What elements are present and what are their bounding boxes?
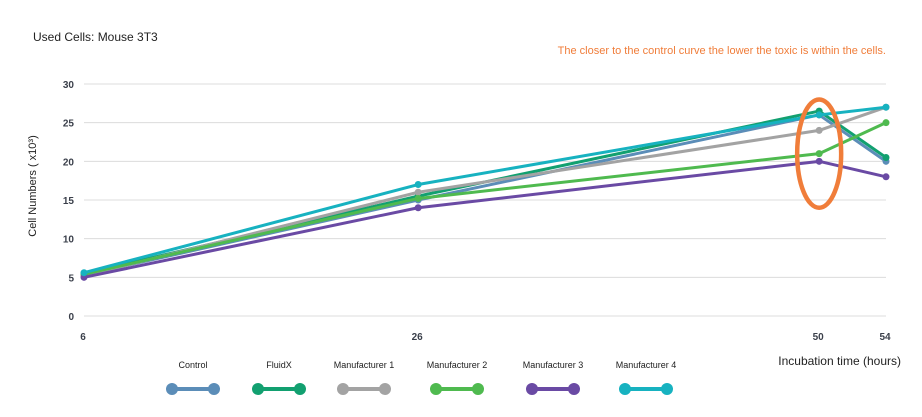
legend-swatch	[430, 382, 484, 396]
data-point-manufacturer-4	[80, 269, 88, 277]
chart-annotation: The closer to the control curve the lowe…	[557, 45, 886, 57]
data-point-fluidx	[882, 153, 890, 161]
legend-label: Control	[178, 360, 208, 370]
legend-label: Manufacturer 4	[615, 360, 677, 370]
legend-swatch	[526, 382, 580, 396]
legend-item-manufacturer-1: Manufacturer 1	[319, 358, 409, 396]
series-line-manufacturer-4	[82, 105, 888, 275]
legend: Control FluidX Manufacturer 1 Manufacturer …	[0, 358, 922, 408]
data-point-manufacturer-4	[815, 111, 823, 119]
legend-swatch	[337, 382, 391, 396]
legend-item-manufacturer-3: Manufacturer 3	[508, 358, 598, 396]
data-point-manufacturer-3	[815, 157, 823, 165]
legend-swatch	[619, 382, 673, 396]
x-tick-label: 26	[412, 332, 424, 343]
legend-swatch	[252, 382, 306, 396]
x-axis-label: Incubation time (hours)	[778, 354, 901, 368]
y-tick-label: 20	[63, 157, 75, 168]
legend-item-control: Control	[148, 358, 238, 396]
chart-subtitle: Used Cells: Mouse 3T3	[33, 30, 158, 44]
y-tick-label: 0	[68, 312, 74, 323]
line-chart: 0 5 10 15 20 25 30 6 26 50 54	[63, 80, 891, 343]
y-tick-label: 25	[63, 119, 75, 130]
legend-item-fluidx: FluidX	[234, 358, 324, 396]
y-tick-label: 15	[63, 196, 75, 207]
series-line-manufacturer-3	[82, 159, 888, 279]
data-point-manufacturer-3	[882, 173, 890, 181]
y-tick-label: 5	[68, 273, 74, 284]
x-tick-label: 54	[879, 332, 891, 343]
data-point-manufacturer-2	[882, 119, 890, 127]
y-tick-label: 30	[63, 80, 75, 91]
highlight-ellipse	[794, 97, 844, 210]
x-tick-label: 50	[813, 332, 825, 343]
data-point-manufacturer-3	[414, 204, 422, 212]
data-point-manufacturer-4	[882, 103, 890, 111]
legend-label: Manufacturer 3	[522, 360, 584, 370]
x-tick-label: 6	[80, 332, 86, 343]
y-tick-label: 10	[63, 235, 75, 246]
data-point-manufacturer-2	[815, 150, 823, 158]
data-point-manufacturer-1	[414, 188, 422, 196]
legend-label: FluidX	[266, 360, 292, 370]
data-point-manufacturer-4	[414, 181, 422, 189]
legend-label: Manufacturer 2	[426, 360, 488, 370]
data-point-manufacturer-1	[815, 126, 823, 134]
legend-swatch	[166, 382, 220, 396]
legend-item-manufacturer-4: Manufacturer 4	[601, 358, 691, 396]
series-line-manufacturer-2	[82, 121, 888, 276]
legend-label: Manufacturer 1	[333, 360, 395, 370]
data-point-manufacturer-2	[414, 194, 422, 202]
legend-item-manufacturer-2: Manufacturer 2	[412, 358, 502, 396]
series-line-manufacturer-1	[82, 105, 888, 278]
